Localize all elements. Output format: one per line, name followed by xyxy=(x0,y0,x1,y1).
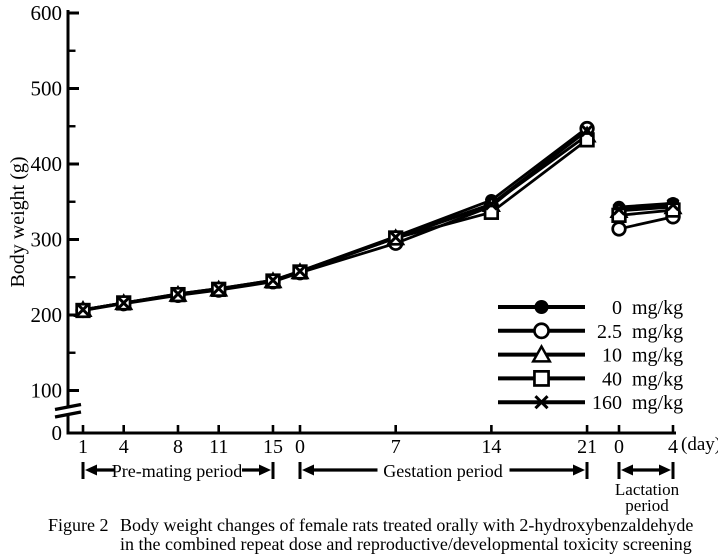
legend-dose-label: 2.5 xyxy=(597,321,622,343)
series-layer xyxy=(73,120,683,319)
series-line-160mgkg xyxy=(618,203,674,211)
series-line-40mgkg xyxy=(618,208,674,217)
series-line-10mgkg xyxy=(618,205,674,213)
y-tick-label: 400 xyxy=(31,152,63,176)
arrowhead xyxy=(85,464,97,476)
circle-open-legend-marker xyxy=(533,322,550,340)
x-tick-label: 14 xyxy=(481,436,501,458)
x-marker xyxy=(171,287,185,301)
legend-unit-label: mg/kg xyxy=(632,392,683,414)
x-marker xyxy=(389,230,403,244)
legend-unit-label: mg/kg xyxy=(632,368,683,390)
x-tick-label: 4 xyxy=(119,436,129,458)
legend-unit-label: mg/kg xyxy=(632,345,683,367)
legend: 0 mg/kg 2.5 mg/kg 10 mg/kg 40 mg/kg 160 mg/kg xyxy=(498,297,683,414)
x-tick-label: 0 xyxy=(295,436,305,458)
square-open-marker xyxy=(579,132,595,148)
x-tick-label: 11 xyxy=(209,436,228,458)
period-arrows-layer xyxy=(81,462,675,479)
circle-open-marker xyxy=(611,221,627,237)
caption-figure-number: Figure 2 xyxy=(48,515,109,535)
gestation-period-label: Gestation period xyxy=(383,461,502,481)
y-tick-label: 600 xyxy=(31,1,63,25)
caption-line-2: in the combined repeat dose and reproduc… xyxy=(48,535,712,554)
figure-caption: Figure 2 Body weight changes of female ra… xyxy=(48,516,712,554)
y-tick-label: 200 xyxy=(31,303,63,327)
series-line-0mgkg xyxy=(618,201,674,209)
arrowhead xyxy=(259,464,271,476)
axis-break-mark xyxy=(54,410,82,419)
series-line-160mgkg xyxy=(82,129,588,312)
series-markers-2.5mgkg xyxy=(75,120,681,319)
series-markers-0mgkg xyxy=(76,121,680,317)
series-line-10mgkg xyxy=(82,134,588,312)
x-tick-label: 0 xyxy=(614,436,624,458)
x-marker xyxy=(666,198,680,212)
x-tick-label: 21 xyxy=(577,436,597,458)
legend-dose-label: 40 xyxy=(602,368,622,390)
legend-entry-160mgkg: 160 mg/kg xyxy=(498,392,683,414)
x-marker xyxy=(484,197,498,211)
axis-break-mark xyxy=(54,402,82,412)
series-line-40mgkg xyxy=(82,138,588,312)
y-tick-label: 0 xyxy=(52,421,63,445)
series-line-2.5mgkg xyxy=(618,215,674,231)
legend-dose-label: 0 xyxy=(612,297,622,319)
x-marker xyxy=(266,273,280,287)
day-unit-label: (day) xyxy=(681,434,718,455)
series-markers-40mgkg xyxy=(75,132,681,319)
caption-text-line1: Body weight changes of female rats treat… xyxy=(120,515,694,535)
series-line-2.5mgkg xyxy=(82,127,588,312)
lactation-period-label-line1: Lactation xyxy=(615,480,680,499)
legend-entry-40mgkg: 40 mg/kg xyxy=(498,368,683,390)
arrowhead xyxy=(573,464,585,476)
legend-dose-label: 10 xyxy=(602,345,622,367)
x-tick-label: 4 xyxy=(668,436,678,458)
series-markers-160mgkg xyxy=(76,124,680,317)
circle-filled-legend-marker xyxy=(534,299,549,315)
caption-text-line2: in the combined repeat dose and reproduc… xyxy=(120,534,692,554)
y-axis-title: Body weight (g) xyxy=(7,156,29,287)
y-tick-label: 300 xyxy=(31,228,63,252)
square-open-legend-marker xyxy=(533,369,550,387)
triangle-open-legend-marker xyxy=(531,343,552,363)
x-tick-label: 7 xyxy=(391,436,401,458)
legend-entry-2.5mgkg: 2.5 mg/kg xyxy=(498,321,683,343)
legend-unit-label: mg/kg xyxy=(632,297,683,319)
x-tick-label: 15 xyxy=(263,436,283,458)
x-tick-label: 8 xyxy=(173,436,183,458)
lactation-period-label-line2: period xyxy=(625,496,669,515)
y-tick-label: 500 xyxy=(31,77,63,101)
x-marker xyxy=(76,303,90,317)
x-marker xyxy=(580,124,594,138)
premating-period-label: Pre-mating period xyxy=(112,461,242,481)
caption-line-1: Figure 2 Body weight changes of female ra… xyxy=(48,516,712,535)
legend-entry-10mgkg: 10 mg/kg xyxy=(498,343,683,367)
arrowhead xyxy=(302,464,314,476)
x-tick-label: 1 xyxy=(78,436,88,458)
x-marker xyxy=(293,264,307,278)
legend-entry-0mgkg: 0 mg/kg xyxy=(498,297,683,319)
legend-dose-label: 160 xyxy=(592,392,622,414)
series-markers-10mgkg xyxy=(73,125,683,317)
x-marker xyxy=(212,282,226,296)
x-legend-marker xyxy=(534,395,549,410)
x-marker xyxy=(612,202,626,216)
x-marker xyxy=(117,296,131,310)
series-line-0mgkg xyxy=(82,126,588,312)
y-tick-label: 100 xyxy=(31,379,63,403)
legend-unit-label: mg/kg xyxy=(632,321,683,343)
